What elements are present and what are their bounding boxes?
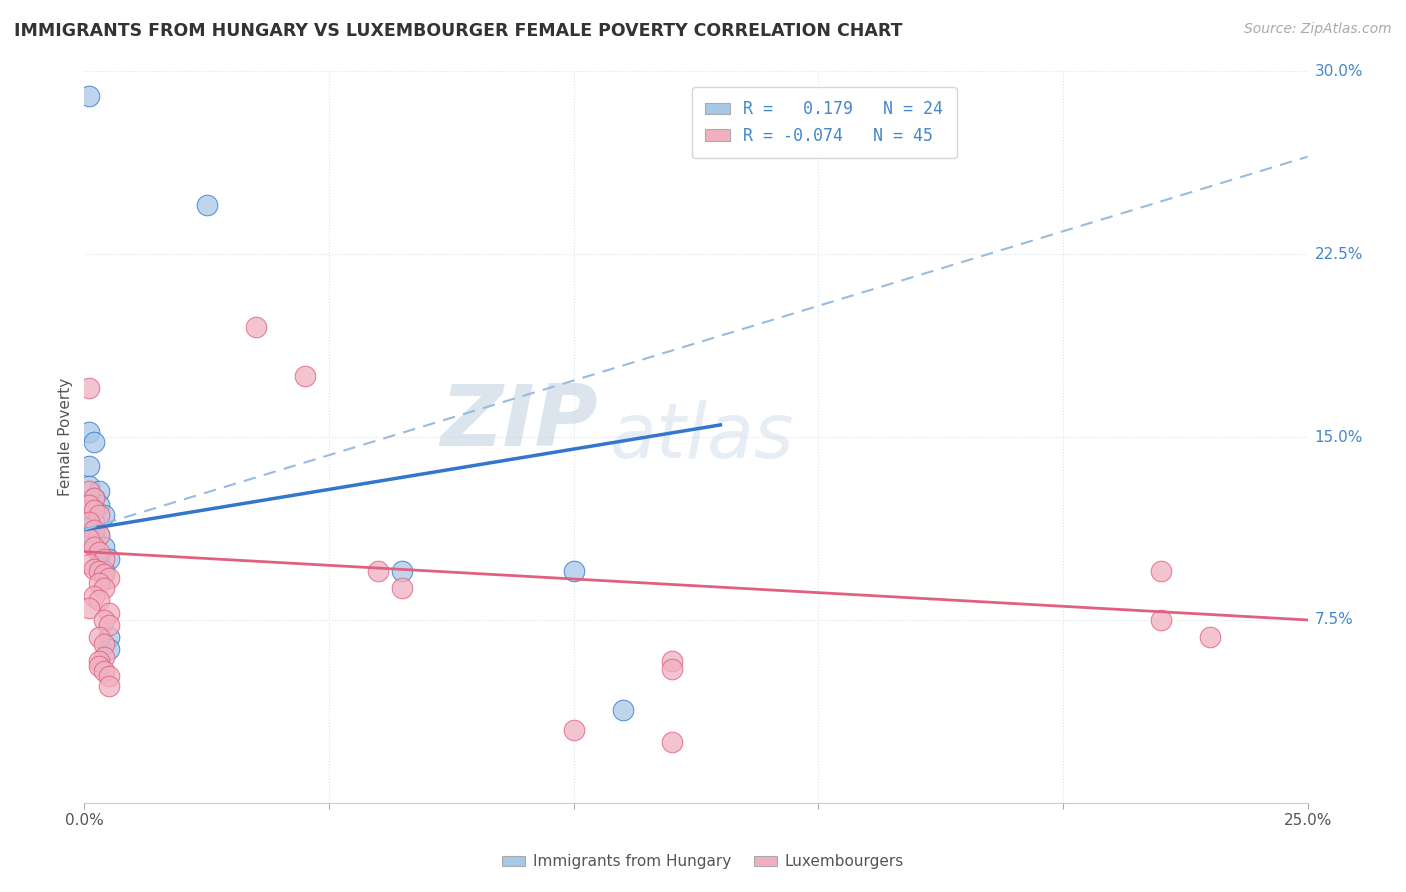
Point: [93, 566, 115, 581]
Point: [87, 557, 110, 571]
Point: [87, 593, 110, 607]
Point: [93, 637, 115, 651]
Point: [245, 320, 267, 334]
Point: [97, 630, 120, 644]
Point: [77, 499, 100, 513]
Point: [97, 572, 120, 586]
Point: [562, 723, 585, 737]
Point: [77, 381, 100, 395]
Point: [83, 491, 105, 505]
Text: 15.0%: 15.0%: [1315, 430, 1362, 444]
Point: [1150, 564, 1173, 578]
Text: 22.5%: 22.5%: [1315, 247, 1362, 261]
Point: [87, 544, 110, 558]
Point: [97, 642, 120, 657]
Point: [87, 508, 110, 522]
Point: [97, 552, 120, 566]
Point: [77, 600, 100, 615]
Point: [93, 540, 115, 554]
Point: [87, 499, 110, 513]
Text: IMMIGRANTS FROM HUNGARY VS LUXEMBOURGER FEMALE POVERTY CORRELATION CHART: IMMIGRANTS FROM HUNGARY VS LUXEMBOURGER …: [14, 22, 903, 40]
Legend: R =   0.179   N = 24, R = -0.074   N = 45: R = 0.179 N = 24, R = -0.074 N = 45: [692, 87, 956, 158]
Point: [93, 649, 115, 664]
Point: [661, 654, 683, 668]
Point: [87, 483, 110, 498]
Text: Source: ZipAtlas.com: Source: ZipAtlas.com: [1244, 22, 1392, 37]
Point: [87, 576, 110, 591]
Point: [367, 564, 389, 578]
Point: [77, 516, 100, 530]
Point: [77, 425, 100, 440]
Point: [77, 557, 100, 571]
Point: [83, 491, 105, 505]
Point: [83, 533, 105, 547]
Point: [93, 664, 115, 678]
Point: [93, 581, 115, 595]
Text: 30.0%: 30.0%: [1315, 64, 1362, 78]
Point: [661, 662, 683, 676]
Point: [612, 703, 634, 717]
Y-axis label: Female Poverty: Female Poverty: [58, 378, 73, 496]
Text: 7.5%: 7.5%: [1315, 613, 1354, 627]
Point: [77, 459, 100, 474]
Point: [93, 613, 115, 627]
Point: [83, 540, 105, 554]
Point: [1198, 630, 1220, 644]
Point: [97, 617, 120, 632]
Point: [195, 198, 218, 212]
Point: [93, 508, 115, 522]
Point: [83, 523, 105, 537]
Point: [83, 503, 105, 517]
Point: [294, 369, 316, 384]
Point: [1150, 613, 1173, 627]
Point: [83, 589, 105, 603]
Point: [93, 564, 115, 578]
Point: [83, 503, 105, 517]
Point: [77, 533, 100, 547]
Text: atlas: atlas: [610, 401, 794, 474]
Text: ZIP: ZIP: [440, 381, 598, 464]
Point: [83, 516, 105, 530]
Point: [87, 630, 110, 644]
Point: [83, 562, 105, 576]
Point: [87, 564, 110, 578]
Point: [87, 527, 110, 541]
Point: [83, 434, 105, 449]
Point: [87, 654, 110, 668]
Point: [87, 527, 110, 541]
Point: [97, 679, 120, 693]
Point: [77, 479, 100, 493]
Point: [93, 552, 115, 566]
Point: [97, 606, 120, 620]
Point: [391, 564, 413, 578]
Point: [562, 564, 585, 578]
Point: [391, 581, 413, 595]
Point: [87, 659, 110, 673]
Point: [77, 88, 100, 103]
Point: [77, 520, 100, 534]
Legend: Immigrants from Hungary, Luxembourgers: Immigrants from Hungary, Luxembourgers: [496, 848, 910, 875]
Point: [97, 669, 120, 683]
Point: [77, 483, 100, 498]
Point: [661, 735, 683, 749]
